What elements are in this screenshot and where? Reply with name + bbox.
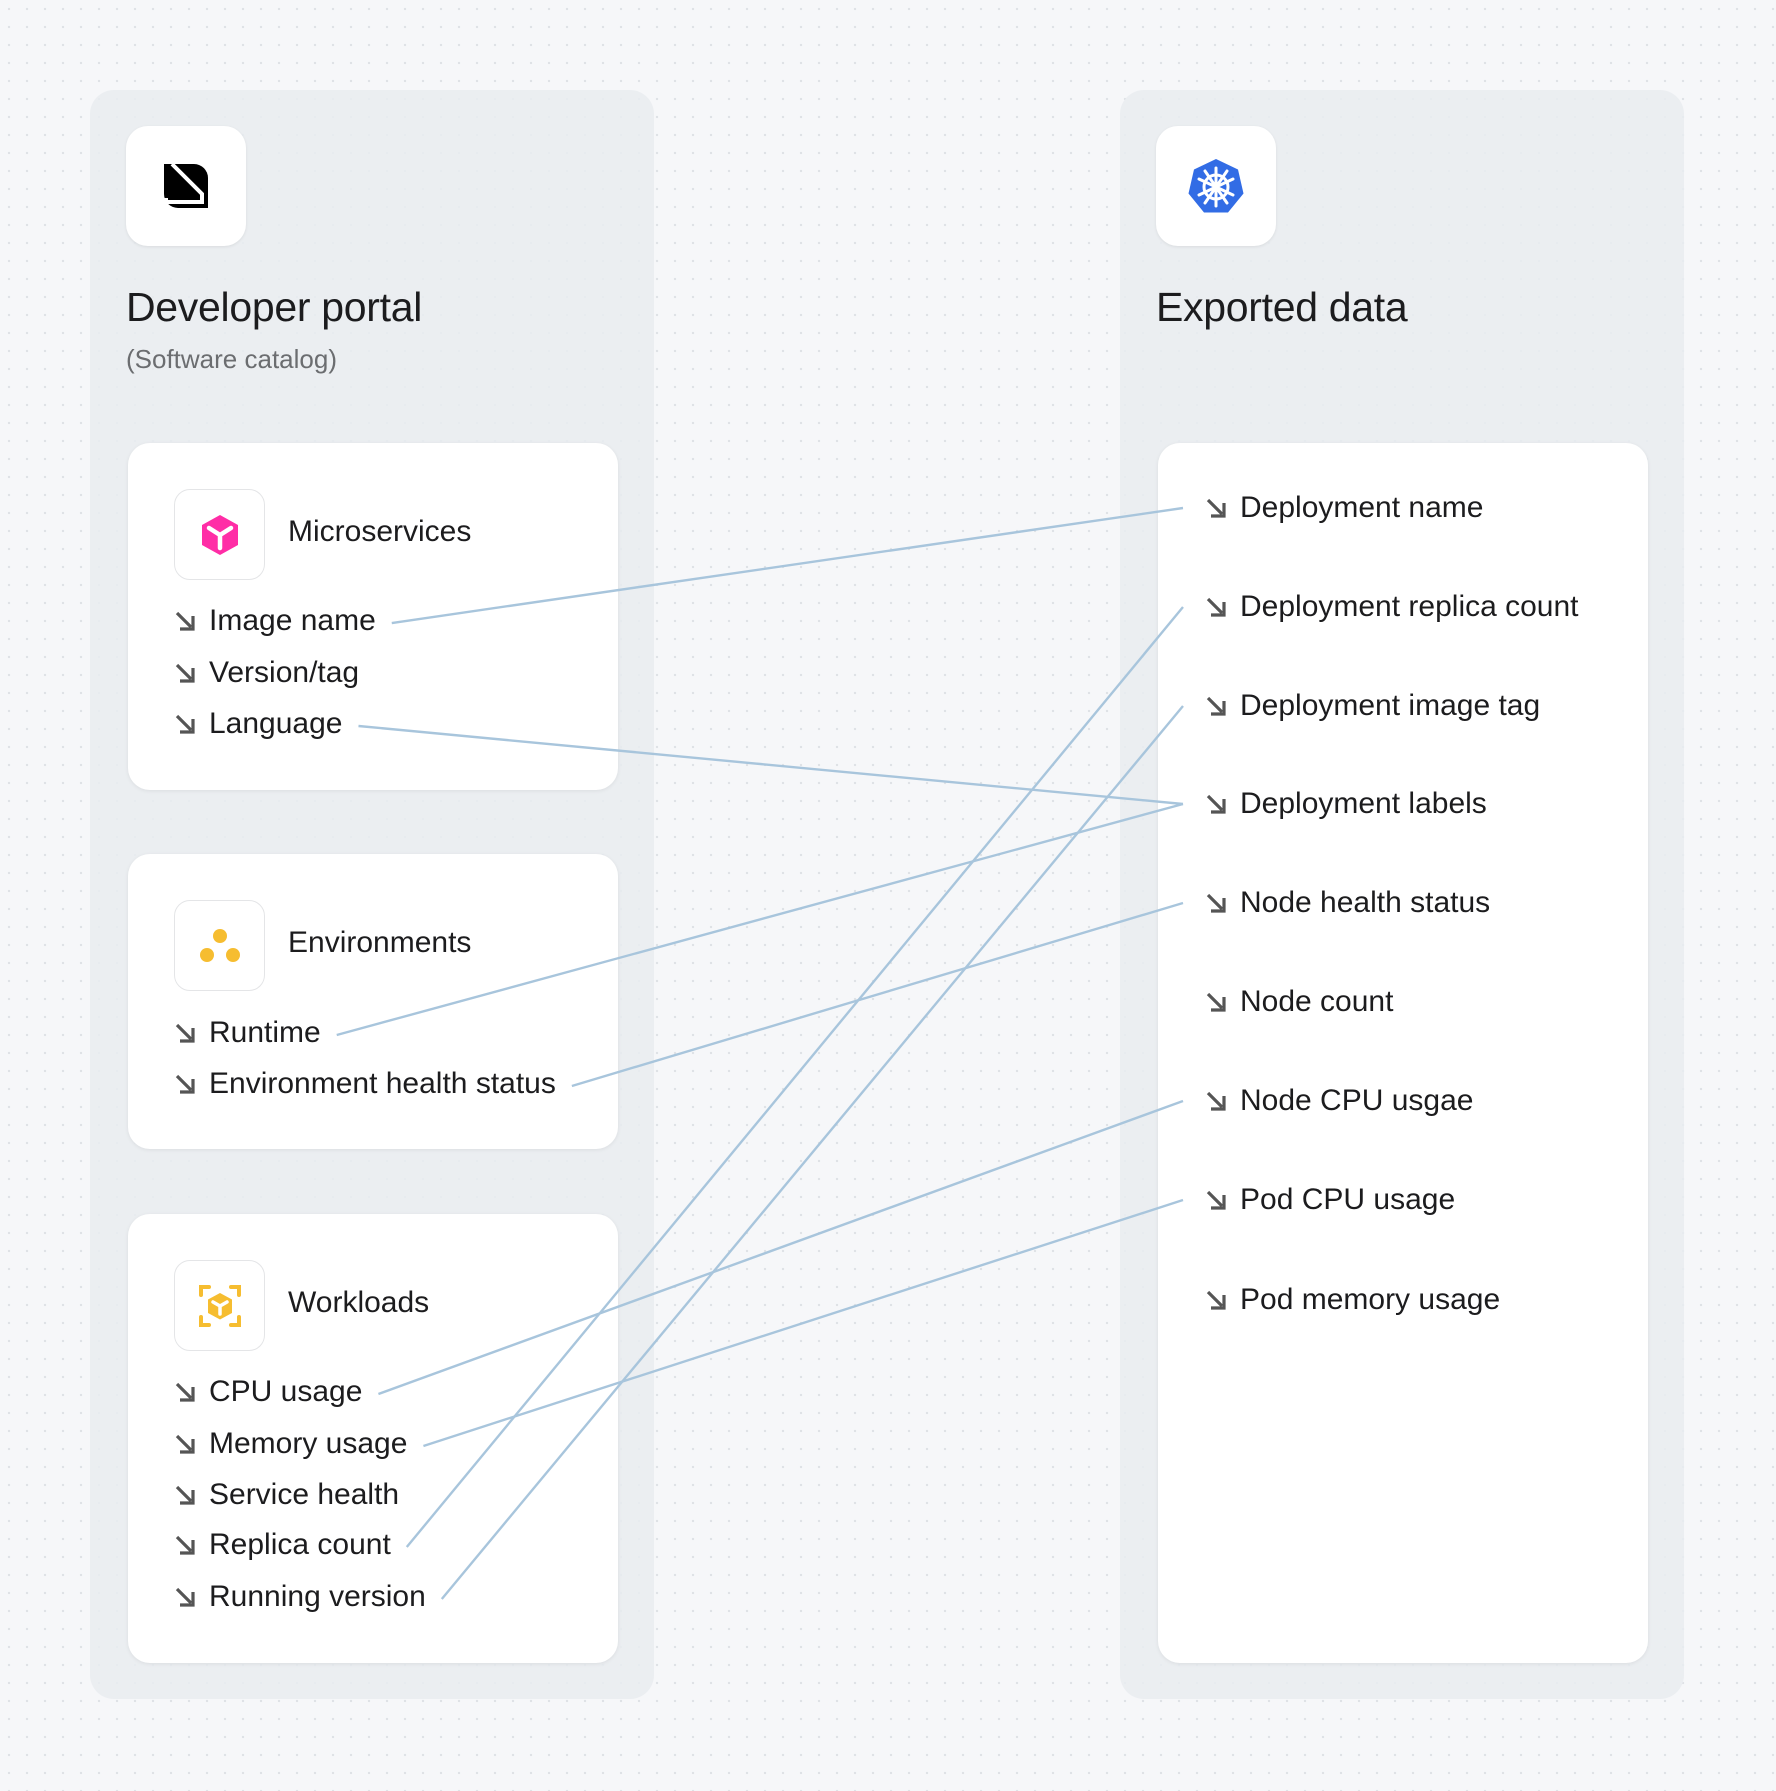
cube-icon (201, 514, 238, 555)
exported-field: Deployment name (1205, 491, 1483, 525)
catalog-field: CPU usage (174, 1375, 362, 1409)
item-label: Node health status (1240, 886, 1491, 919)
exported-field: Deployment labels (1205, 787, 1487, 821)
panel-subtitle: (Software catalog) (126, 344, 337, 374)
arrow-down-right-icon (175, 1434, 195, 1454)
card-title: Microservices (288, 515, 472, 548)
catalog-field: Replica count (174, 1528, 391, 1562)
arrow-down-right-icon (1206, 696, 1226, 716)
item-label: Language (209, 707, 343, 740)
item-label: Service health (209, 1478, 400, 1511)
item-label: Deployment labels (1240, 787, 1487, 820)
portal-logo-box (126, 126, 246, 246)
arrow-down-right-icon (175, 611, 195, 631)
panel-title: Exported data (1156, 284, 1408, 330)
item-label: Replica count (209, 1528, 391, 1561)
item-label: Runtime (209, 1016, 321, 1049)
catalog-field: Version/tag (174, 656, 359, 690)
item-label: Pod memory usage (1240, 1283, 1501, 1316)
exported-field: Node CPU usgae (1205, 1084, 1473, 1118)
item-label: Image name (209, 604, 376, 637)
arrow-down-right-icon (1206, 893, 1226, 913)
exported-field: Deployment replica count (1205, 590, 1579, 624)
card-title: Workloads (288, 1286, 430, 1319)
exported-field: Node count (1205, 985, 1393, 1019)
kubernetes-logo-box (1156, 126, 1276, 246)
arrow-down-right-icon (1206, 1091, 1226, 1111)
exported-data-card (1158, 443, 1648, 1663)
dots-cluster-icon (199, 928, 240, 962)
cube-focus-icon (198, 1284, 241, 1327)
arrow-down-right-icon (175, 1587, 195, 1607)
arrow-down-right-icon (175, 1023, 195, 1043)
arrow-down-right-icon (175, 1535, 195, 1555)
exported-field: Node health status (1205, 886, 1490, 920)
item-label: CPU usage (209, 1375, 363, 1408)
arrow-down-right-icon (175, 663, 195, 683)
arrow-down-right-icon (175, 714, 195, 734)
arrow-down-right-icon (175, 1074, 195, 1094)
arrow-down-right-icon (1206, 597, 1226, 617)
catalog-field: Service health (174, 1478, 399, 1512)
item-label: Deployment name (1240, 491, 1484, 524)
arrow-down-right-icon (175, 1485, 195, 1505)
item-label: Deployment image tag (1240, 689, 1541, 722)
arrow-down-right-icon (1206, 498, 1226, 518)
kubernetes-icon (1188, 159, 1244, 213)
item-label: Pod CPU usage (1240, 1183, 1456, 1216)
connection-line (571, 901, 1184, 1088)
item-label: Memory usage (209, 1427, 408, 1460)
card-icon-box (174, 1260, 265, 1351)
arrow-down-right-icon (175, 1382, 195, 1402)
card-title: Environments (288, 926, 472, 959)
exported-field: Pod CPU usage (1205, 1183, 1455, 1217)
exported-field: Pod memory usage (1205, 1283, 1500, 1317)
panel-title: Developer portal (126, 284, 423, 330)
item-label: Environment health status (209, 1067, 556, 1100)
card-icon-box (174, 489, 265, 580)
card-icon-box (174, 900, 265, 991)
item-label: Deployment replica count (1240, 590, 1579, 623)
catalog-field: Memory usage (174, 1427, 407, 1461)
catalog-field: Running version (174, 1580, 426, 1614)
arrow-down-right-icon (1206, 1290, 1226, 1310)
arrow-down-right-icon (1206, 1190, 1226, 1210)
portal-logo-icon (164, 162, 208, 208)
item-label: Node CPU usgae (1240, 1084, 1474, 1117)
catalog-field: Image name (174, 604, 376, 638)
arrow-down-right-icon (1206, 794, 1226, 814)
environments-card: Environments (128, 854, 618, 1149)
catalog-field: Language (174, 707, 342, 741)
catalog-field: Runtime (174, 1016, 321, 1050)
item-label: Version/tag (209, 656, 360, 689)
item-label: Running version (209, 1580, 426, 1613)
catalog-field: Environment health status (174, 1067, 556, 1101)
arrow-down-right-icon (1206, 992, 1226, 1012)
exported-field: Deployment image tag (1205, 689, 1540, 723)
item-label: Node count (1240, 985, 1394, 1018)
